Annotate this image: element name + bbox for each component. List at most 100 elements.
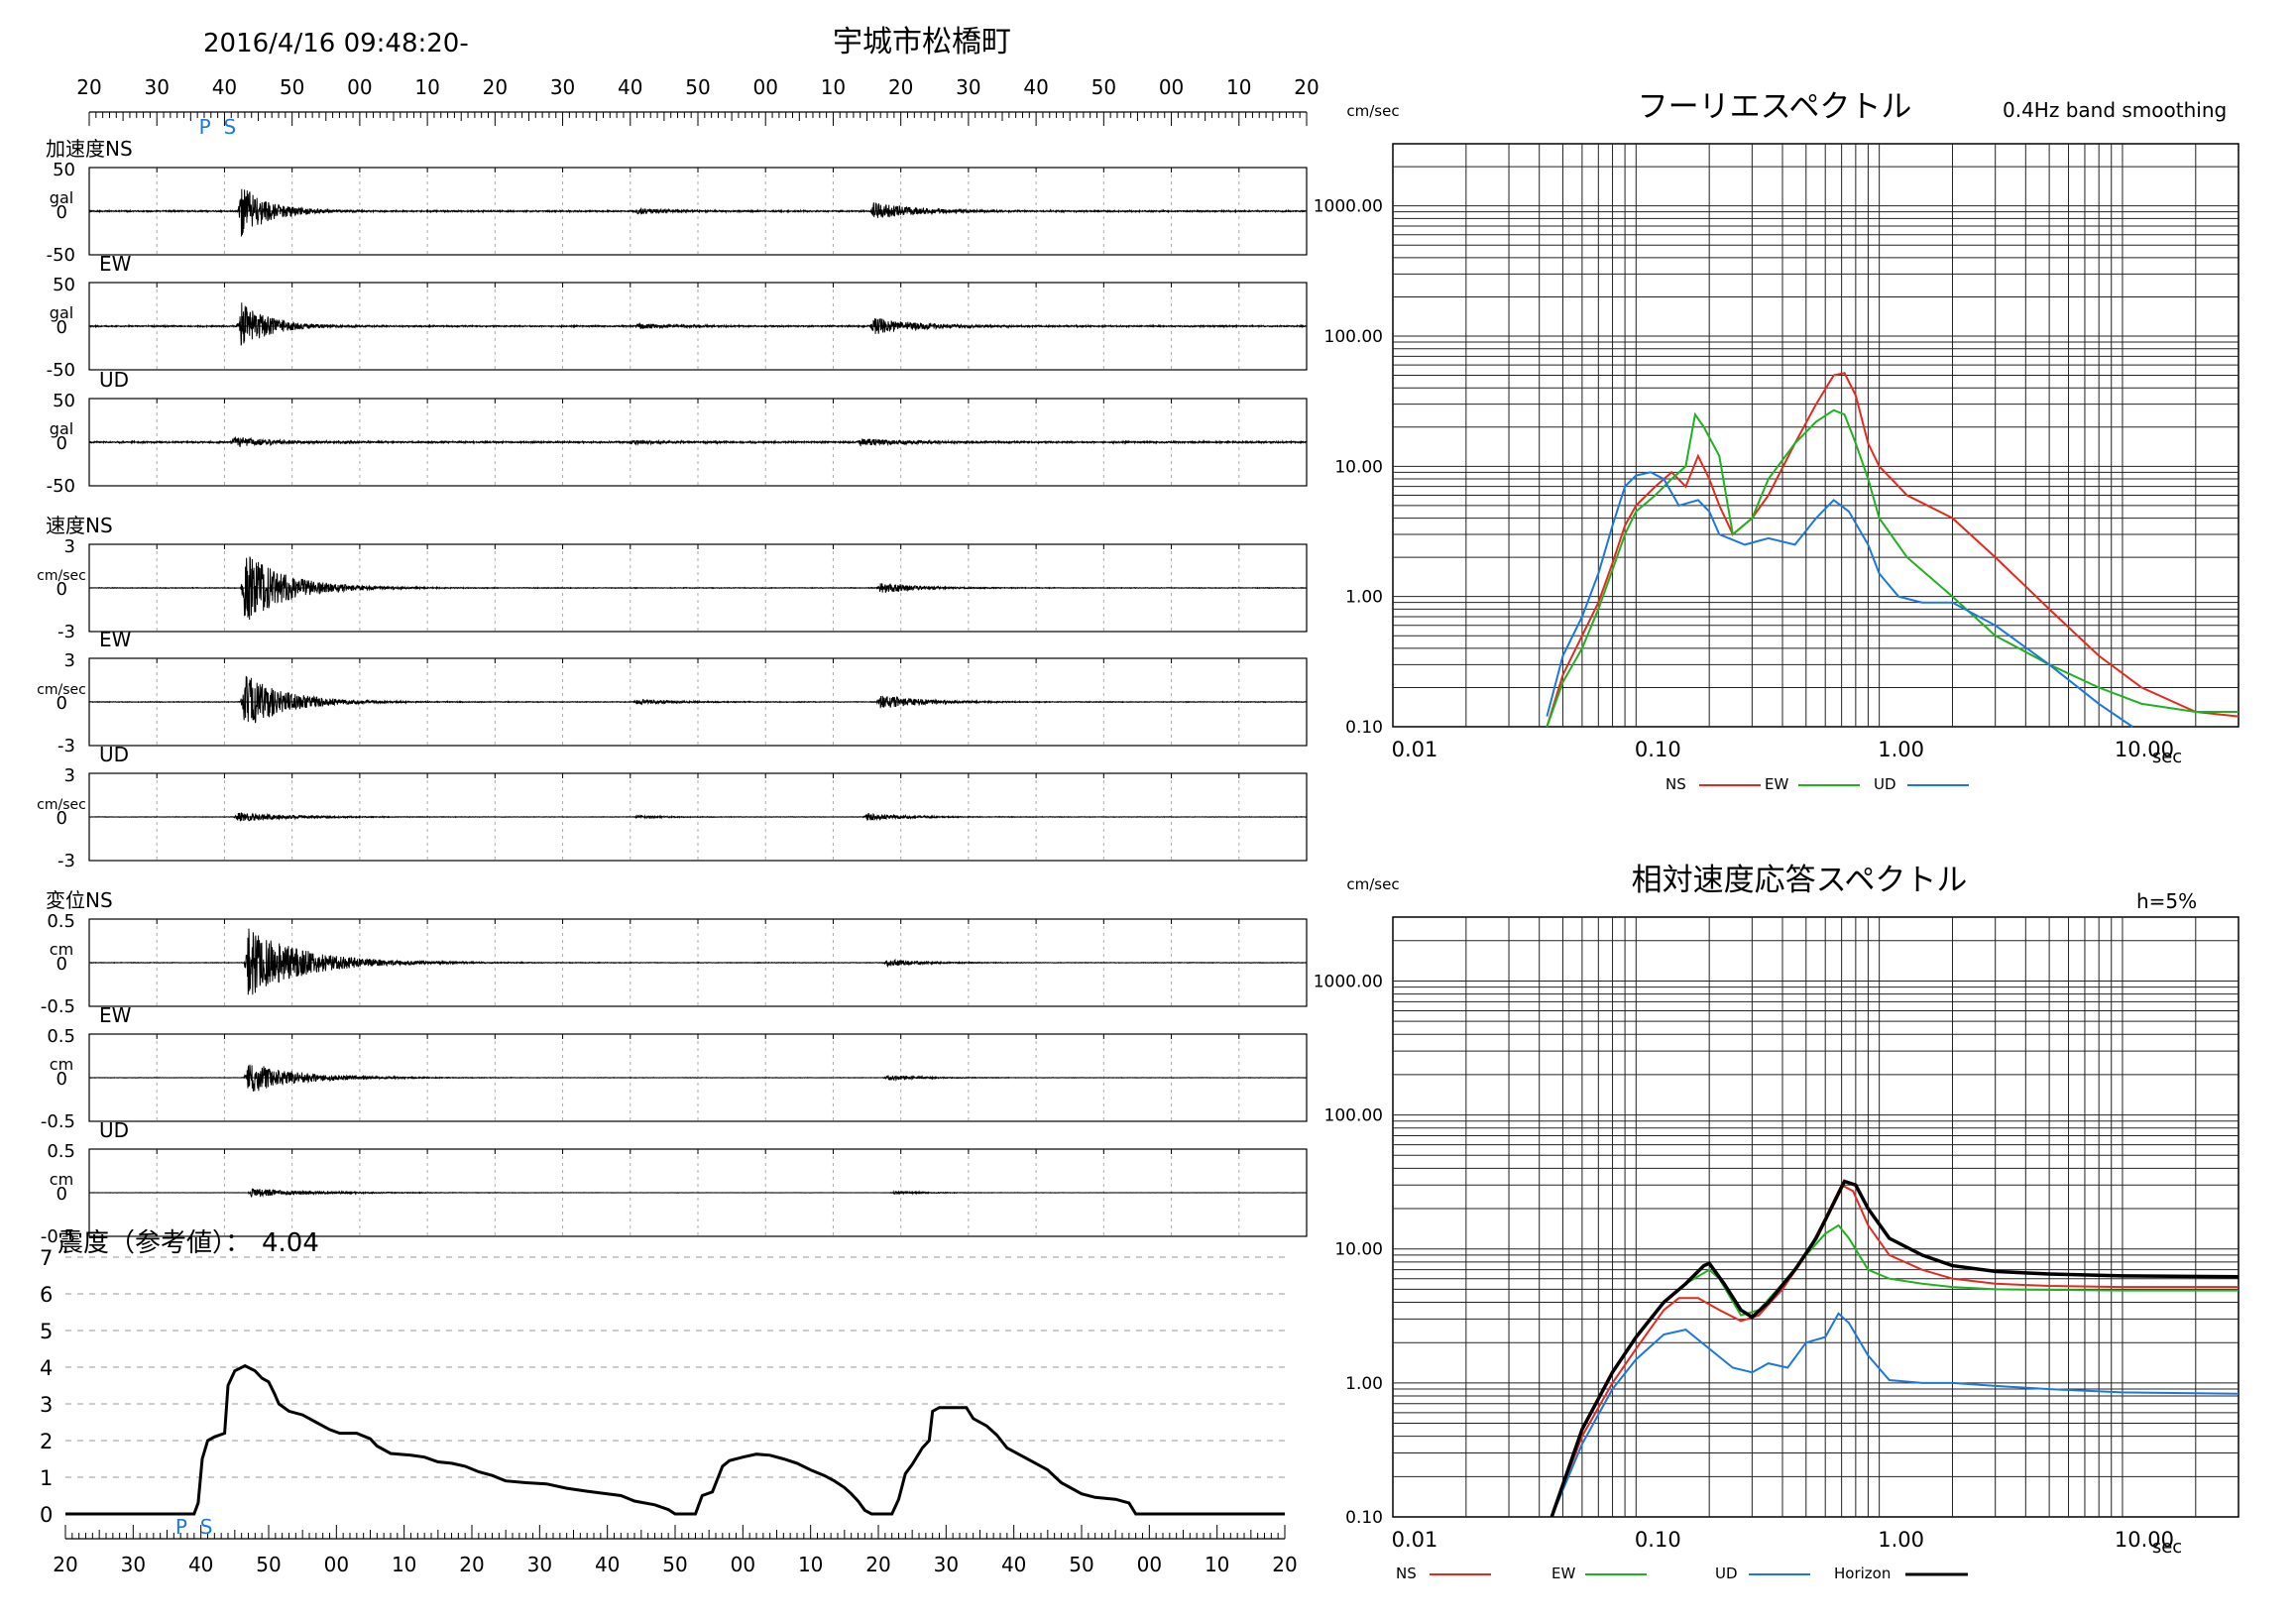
waveform-ytick-label: 0.5 [47,1026,75,1047]
waveform-unit-label: cm [50,1055,73,1074]
time-axis-tick-label: 40 [618,75,642,99]
waveform-unit-label: cm [50,1170,73,1189]
record-datetime: 2016/4/16 09:48:20- [203,29,469,58]
response-subtitle: h=5% [2136,889,2197,913]
intensity-xtick-label: 20 [1272,1553,1297,1576]
intensity-ytick-label: 0 [40,1503,53,1527]
waveform-panel-acc-ud: 50 0 -50 gal UD [47,368,1308,497]
spectrum-ytick-label: 0.10 [1345,1508,1383,1528]
intensity-xtick-label: 50 [1069,1553,1093,1576]
waveform-component-label: UD [99,743,129,766]
time-axis-tick-label: 20 [888,75,913,99]
waveform-trace [88,435,1308,448]
spectrum-x-unit: sec [2152,1537,2182,1558]
spectrum-ytick-label: 100.00 [1324,1106,1383,1126]
waveform-ytick-label: 0 [57,693,67,714]
intensity-xtick-label: 10 [1205,1553,1229,1576]
waveform-panels: 20 30 40 50 00 10 20 30 40 50 00 10 20 30 40 50 00 10 20P S… [37,75,1320,1247]
spectrum-y-unit: cm/sec [1346,102,1399,120]
waveform-unit-label: cm/sec [37,797,86,813]
waveform-component-label: EW [99,628,132,651]
fourier-title: フーリエスペクトル [1638,89,1912,125]
time-axis-tick-label: 00 [752,75,777,99]
waveform-ytick-label: -0.5 [41,1226,75,1247]
waveform-unit-label: gal [50,303,73,322]
time-axis-tick-label: 30 [144,75,169,99]
spectrum-xtick-label: 0.10 [1635,738,1681,761]
time-axis-tick-label: 20 [76,75,101,99]
spectrum-xtick-label: 1.00 [1878,1528,1924,1552]
waveform-ytick-label: -3 [57,736,75,756]
intensity-line [65,1363,1285,1516]
waveform-ytick-label: 3 [64,650,75,671]
time-axis-tick-label: 30 [550,75,575,99]
time-axis-tick-label: 10 [821,75,846,99]
fourier-spectrum-chart: フーリエスペクトル 0.4Hz band smoothing 0.10 1.00 10.… [1314,89,2239,793]
waveform-ytick-label: 0 [57,579,67,600]
intensity-xtick-label: 30 [934,1553,959,1576]
spectrum-frame [1392,916,2239,1518]
spectrum-y-unit: cm/sec [1346,875,1399,893]
intensity-xtick-label: 00 [324,1553,349,1576]
intensity-ytick-label: 7 [40,1246,53,1270]
waveform-ytick-label: -3 [57,851,75,871]
intensity-xtick-label: 50 [662,1553,687,1576]
spectrum-xtick-label: 0.01 [1392,738,1438,761]
waveform-component-label: EW [99,252,132,276]
time-axis-tick-label: 50 [280,75,304,99]
time-axis-tick-label: 40 [1023,75,1048,99]
waveform-trace [88,188,1308,237]
spectrum-xtick-label: 10.00 [2115,1528,2174,1552]
waveform-component-label: 変位NS [46,888,113,912]
intensity-xtick-label: 10 [798,1553,823,1576]
intensity-xtick-label: 30 [527,1553,552,1576]
waveform-ytick-label: 3 [64,765,75,786]
waveform-component-label: EW [99,1003,132,1027]
legend-label-ns: NS [1665,775,1686,793]
time-axis-tick-label: 20 [483,75,508,99]
p-arrival-label: P [199,115,211,139]
legend-label-ew: EW [1551,1565,1575,1582]
waveform-ytick-label: -50 [47,360,75,381]
waveform-ytick-label: -50 [47,476,75,497]
spectrum-ytick-label: 10.00 [1334,1240,1383,1260]
waveform-ytick-label: -0.5 [41,996,75,1017]
waveform-ytick-label: 0 [57,433,67,454]
intensity-ytick-label: 5 [40,1320,53,1343]
waveform-trace [88,556,1308,621]
waveform-ytick-label: 50 [53,275,75,295]
fourier-subtitle: 0.4Hz band smoothing [2003,98,2227,122]
waveform-trace [88,812,1308,822]
time-axis-tick-label: 20 [1294,75,1319,99]
spectrum-series-ud [1546,471,2133,728]
spectrum-xtick-label: 0.01 [1392,1528,1438,1552]
intensity-xtick-label: 40 [1001,1553,1026,1576]
waveform-component-label: UD [99,368,129,392]
intensity-xtick-label: 50 [256,1553,281,1576]
time-axis-tick-label: 00 [1159,75,1184,99]
intensity-ytick-label: 6 [40,1283,53,1307]
spectrum-ytick-label: 0.10 [1345,718,1383,738]
waveform-ytick-label: 0 [57,808,67,829]
spectrum-series-horizon [1550,1179,2239,1518]
waveform-unit-label: gal [50,188,73,207]
intensity-ytick-label: 2 [40,1430,53,1453]
time-axis-tick-label: 50 [685,75,710,99]
intensity-xtick-label: 40 [188,1553,213,1576]
legend-label-ud: UD [1874,775,1896,793]
time-axis-tick-label: 00 [347,75,372,99]
waveform-trace [88,302,1308,346]
intensity-xtick-label: 40 [595,1553,620,1576]
waveform-trace [88,675,1308,724]
waveform-unit-label: cm [50,940,73,959]
intensity-xtick-label: 10 [392,1553,416,1576]
intensity-ytick-label: 4 [40,1356,53,1380]
waveform-ytick-label: -50 [47,245,75,266]
spectrum-ytick-label: 100.00 [1324,327,1383,347]
intensity-xtick-label: 30 [121,1553,146,1576]
spectrum-ytick-label: 1000.00 [1314,972,1383,991]
response-title: 相対速度応答スペクトル [1632,863,1968,898]
waveform-ytick-label: 0 [57,1184,67,1205]
spectrum-xtick-label: 1.00 [1878,738,1924,761]
